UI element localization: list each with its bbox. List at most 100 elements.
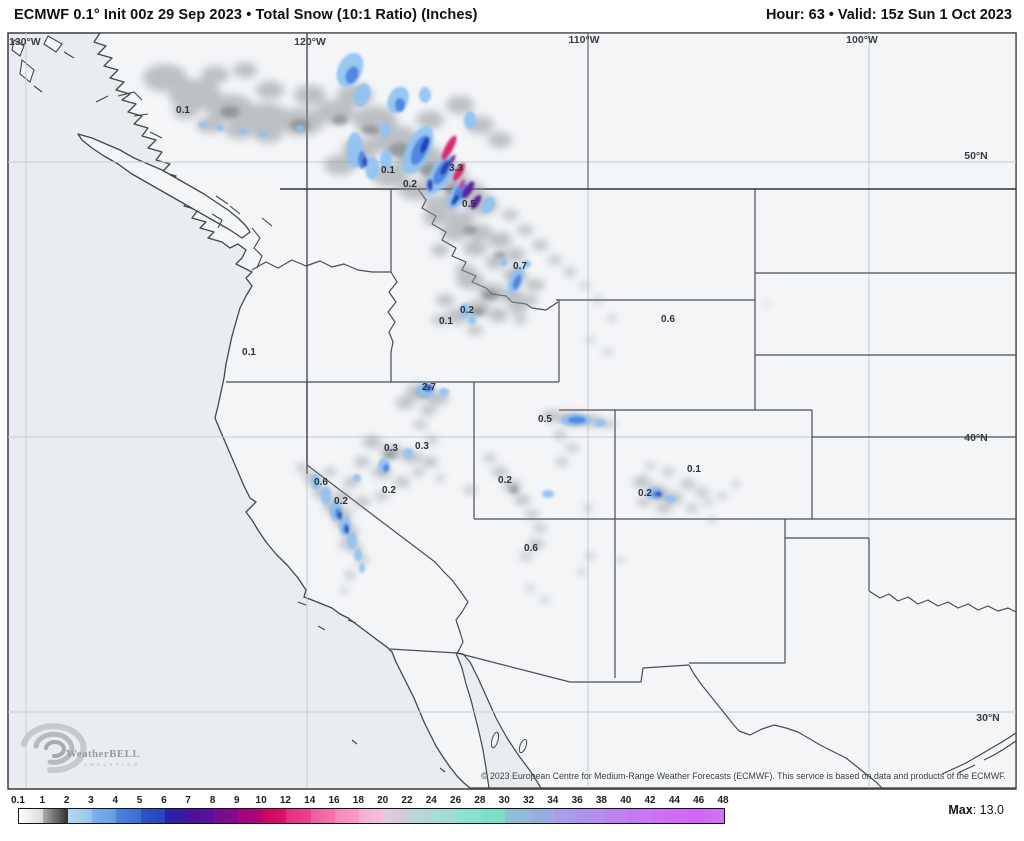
color-scale-tick: 10 <box>255 795 267 806</box>
graticule-labels: 130°W 120°W 110°W 100°W 50°N 40°N 30°N <box>9 34 1000 724</box>
snow-value-label: 3.3 <box>449 163 463 174</box>
color-scale-tick: 36 <box>571 795 583 806</box>
color-scale-cell <box>164 809 190 823</box>
color-scale-gradient <box>18 808 725 824</box>
valid-time-title: Hour: 63 • Valid: 15z Sun 1 Oct 2023 <box>765 7 1012 23</box>
title-bar: ECMWF 0.1° Init 00z 29 Sep 2023 • Total … <box>0 0 1024 33</box>
color-scale-cell <box>262 809 287 823</box>
color-scale-tick: 22 <box>401 795 413 806</box>
snow-value-label: 0.6 <box>524 543 538 554</box>
color-scale-tick: 20 <box>377 795 389 806</box>
color-scale-tick: 26 <box>450 795 462 806</box>
snow-extreme-band <box>441 135 466 189</box>
color-scale-tick: 1 <box>39 795 46 806</box>
color-scale-tick: 40 <box>620 795 632 806</box>
color-scale-tick: 3 <box>88 795 94 806</box>
color-scale-tick: 30 <box>498 795 510 806</box>
snow-value-label: 0.7 <box>513 261 527 272</box>
snow-value-label: 0.2 <box>334 496 348 507</box>
copyright-notice: © 2023 European Centre for Medium-Range … <box>481 771 1006 781</box>
axis-label: 30°N <box>976 712 999 724</box>
model-name: ECMWF 0.1° <box>14 7 100 23</box>
color-scale-cell <box>505 809 530 823</box>
color-scale-tick: 46 <box>693 795 705 806</box>
snow-value-label: 0.1 <box>687 464 701 475</box>
color-scale-cell <box>43 809 68 823</box>
color-scale-tick: 2 <box>63 795 70 806</box>
color-scale-tick: 8 <box>209 795 216 806</box>
axis-label: 40°N <box>964 432 987 444</box>
snow-blue-areas <box>199 52 676 573</box>
color-scale-tick: 24 <box>425 795 437 806</box>
color-scale-tick: 44 <box>668 795 680 806</box>
weatherbell-logo: WeatherBELL A N A L Y T I C S <box>21 723 140 774</box>
color-scale-cell <box>116 809 141 823</box>
color-scale-cell <box>699 809 725 823</box>
max-value-label: Max: 13.0 <box>948 803 1004 817</box>
color-scale-cell <box>335 809 360 823</box>
color-scale-cell <box>19 809 44 823</box>
snow-value-label: 0.2 <box>382 485 396 496</box>
color-scale-cell <box>67 809 92 823</box>
color-scale-cell <box>602 809 627 823</box>
snow-value-label: 0.6 <box>314 477 328 488</box>
color-scale-tick: 6 <box>161 795 167 806</box>
color-scale-tick: 38 <box>595 795 607 806</box>
logo-subtitle: A N A L Y T I C S <box>84 762 138 767</box>
color-scale-tick: 28 <box>474 795 486 806</box>
color-scale-cell <box>286 809 311 823</box>
color-scale-tick: 9 <box>234 795 240 806</box>
snow-value-label: 0.1 <box>439 316 453 327</box>
color-scale-cell <box>91 809 117 823</box>
axis-label: 130°W <box>9 36 41 48</box>
snow-value-label: 0.3 <box>384 443 398 454</box>
color-scale-cell <box>456 809 481 823</box>
color-scale-cell <box>651 809 676 823</box>
init-and-parameter: Init 00z 29 Sep 2023 • Total Snow (10:1 … <box>99 7 478 23</box>
axis-label: 110°W <box>568 34 599 46</box>
snow-value-label: 0.1 <box>381 165 395 176</box>
snow-value-label: 0.6 <box>661 314 675 325</box>
color-scale-tick: 16 <box>328 795 340 806</box>
color-scale-tick: 14 <box>304 795 316 806</box>
color-scale-cell <box>213 809 238 823</box>
logo-name: WeatherBELL <box>66 748 140 760</box>
color-scale-tick: 4 <box>112 795 119 806</box>
color-scale-tick: 5 <box>136 795 143 806</box>
axis-label: 100°W <box>846 34 878 46</box>
snow-value-label: 0.5 <box>462 199 476 210</box>
color-scale-tick: 48 <box>717 795 729 806</box>
color-scale-cell <box>140 809 165 823</box>
color-scale-cell <box>675 809 700 823</box>
snow-value-label: 2.7 <box>422 382 436 393</box>
axis-label: 120°W <box>294 36 326 48</box>
snow-value-label: 0.1 <box>176 105 190 116</box>
color-scale-cell <box>310 809 336 823</box>
color-scale-cell <box>408 809 433 823</box>
axis-label: 50°N <box>964 150 987 162</box>
color-scale-cell <box>383 809 408 823</box>
color-scale-cell <box>529 809 554 823</box>
color-scale-cell <box>480 809 506 823</box>
color-scale-cell <box>189 809 214 823</box>
snow-color-scale: 0.1 1 2 3 4 5 6 7 8 9 10 12 14 16 18 20 22 24 26 28 30 32 34 36… <box>11 795 729 835</box>
canada-borders <box>306 33 589 474</box>
color-scale-tick: 7 <box>185 795 191 806</box>
snow-amount-labels: 0.1 0.1 0.2 3.3 0.5 0.7 0.2 0.1 0.6 0.1 2.7 0.3 0.3 0… <box>176 105 701 554</box>
snow-value-label: 0.5 <box>538 414 552 425</box>
color-scale-cell <box>626 809 652 823</box>
snow-value-label: 0.3 <box>415 441 429 452</box>
map-title: ECMWF 0.1° Init 00z 29 Sep 2023 • Total … <box>14 7 478 23</box>
snow-value-label: 0.1 <box>242 347 256 358</box>
color-scale-cell <box>359 809 384 823</box>
color-scale-tick: 0.1 <box>11 795 25 806</box>
color-scale-tick: 12 <box>279 795 291 806</box>
color-scale-tick: 32 <box>522 795 535 806</box>
color-scale-cell <box>237 809 263 823</box>
color-scale-tick: 34 <box>547 795 559 806</box>
color-scale-cell <box>553 809 579 823</box>
snow-value-label: 0.2 <box>638 488 652 499</box>
color-scale-tick-labels: 0.1 1 2 3 4 5 6 7 8 9 10 12 14 16 18 20 22 24 26 28 30 32 34 36… <box>11 795 729 807</box>
